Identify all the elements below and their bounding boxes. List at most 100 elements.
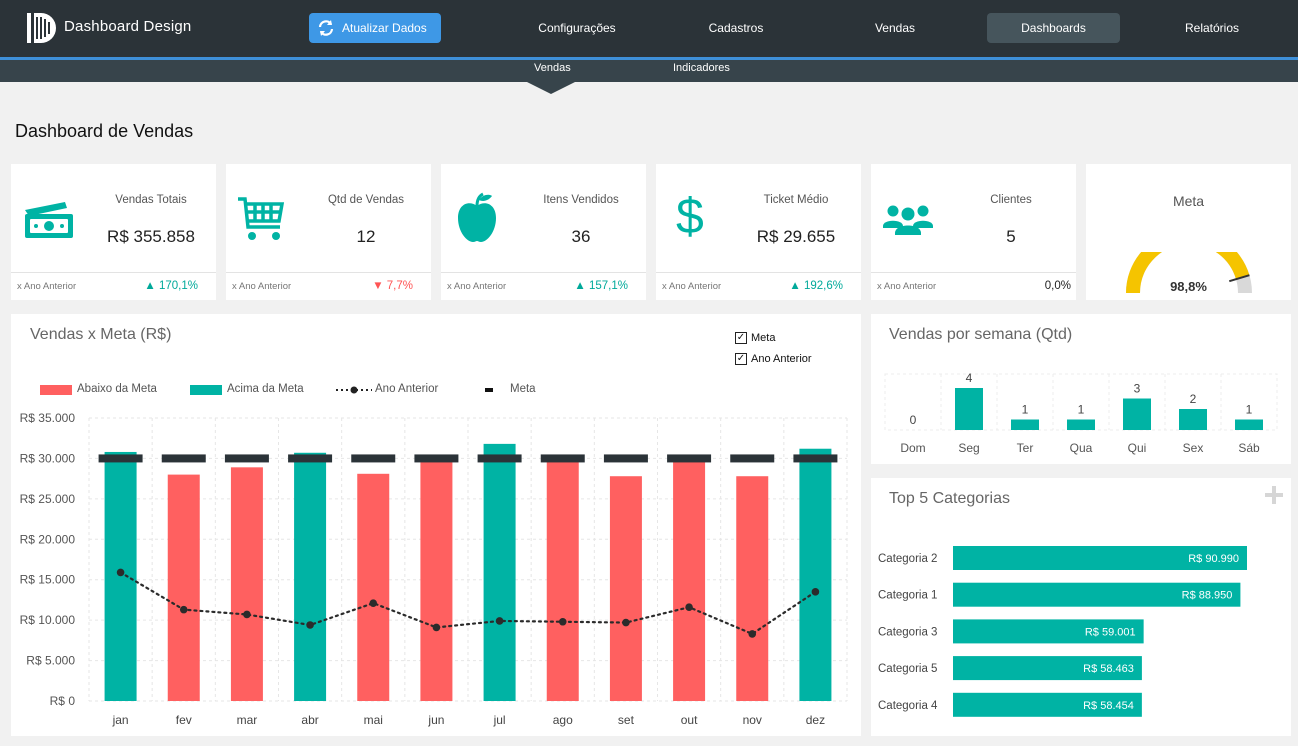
ano-anterior-point-mai	[369, 599, 378, 607]
brand-title: Dashboard Design	[64, 18, 192, 35]
logo-icon	[27, 13, 56, 43]
data-label: R$ 88.950	[1182, 590, 1233, 602]
subnav-indicadores[interactable]: Indicadores	[673, 62, 730, 74]
x-tick-label: dez	[806, 713, 825, 727]
x-tick-label: out	[681, 713, 698, 727]
x-tick-label: mai	[364, 713, 383, 727]
x-tick-label: abr	[301, 713, 318, 727]
category-label: Categoria 5	[878, 663, 937, 675]
ano-anterior-point-dez	[811, 588, 820, 596]
week-bar-Qua	[1067, 419, 1095, 430]
meta-marker-abr	[288, 454, 333, 463]
kpi-footer: x Ano Anterior ▼ 7,7%	[226, 272, 431, 300]
x-tick-label: Sex	[1183, 441, 1204, 455]
sub-navbar	[0, 60, 1298, 82]
kpi-change: ▲ 157,1%	[574, 280, 628, 292]
ano-anterior-point-set	[622, 618, 630, 627]
vendas-meta-panel: Vendas x Meta (R$) ✓ Meta ✓ Ano Anterior A…	[11, 314, 861, 736]
data-label: 1	[1078, 403, 1085, 417]
meta-marker-jun	[414, 454, 459, 463]
gauge-value: 98,8%	[1170, 279, 1207, 294]
page-title: Dashboard de Vendas	[15, 121, 194, 141]
kpi-change-value: 192,6%	[803, 280, 843, 292]
legend-abaixo-meta: Abaixo da Meta	[77, 383, 157, 395]
nav-vendas[interactable]: Vendas	[874, 21, 916, 35]
users-icon	[883, 205, 933, 235]
category-label: Categoria 4	[878, 700, 938, 712]
kpi-change: ▼ 7,7%	[372, 280, 413, 292]
panel-title: Vendas x Meta (R$)	[30, 326, 172, 343]
kpi-footer: x Ano Anterior 0,0%	[871, 272, 1076, 300]
y-tick-label: R$ 30.000	[20, 451, 76, 465]
subnav-vendas[interactable]: Vendas	[534, 62, 571, 74]
kpi-footer-label: x Ano Anterior	[447, 281, 507, 292]
y-tick-label: R$ 5.000	[26, 654, 75, 668]
kpi-label: Ticket Médio	[763, 194, 829, 206]
x-tick-label: Sáb	[1238, 441, 1260, 455]
checkbox-meta[interactable]: ✓ Meta	[735, 332, 775, 344]
top5-chart: Categoria 2 R$ 90.990 Categoria 1 R$ 88.950…	[878, 546, 1247, 717]
y-tick-label: R$ 10.000	[20, 613, 76, 627]
kpi-footer-label: x Ano Anterior	[232, 281, 292, 292]
kpi-value: R$ 355.858	[107, 227, 195, 246]
bar-fev	[167, 474, 200, 701]
y-tick-label: R$ 0	[50, 694, 76, 708]
ano-anterior-point-jul	[495, 617, 504, 625]
gauge-fill	[1126, 252, 1250, 294]
ano-anterior-point-mar	[243, 610, 251, 619]
data-label: 4	[966, 371, 973, 385]
ano-anterior-point-jun	[432, 623, 441, 632]
category-label: Categoria 1	[878, 590, 937, 602]
ano-anterior-line	[119, 571, 817, 636]
kpi-card-ticket-medio: $ Ticket Médio R$ 29.655 x Ano Anterior …	[656, 164, 861, 300]
x-tick-label: set	[618, 713, 635, 727]
checkbox-ano-anterior[interactable]: ✓ Ano Anterior	[735, 353, 812, 365]
bar-abr	[294, 452, 327, 701]
ano-anterior-point-abr	[306, 621, 314, 629]
x-tick-label: Seg	[958, 441, 979, 455]
x-tick-label: jul	[493, 713, 506, 727]
nav-cadastros[interactable]: Cadastros	[708, 21, 764, 35]
bar-jun	[420, 460, 453, 701]
gauge-title: Meta	[1172, 193, 1205, 209]
y-tick-label: R$ 15.000	[20, 573, 76, 587]
arrow-down-icon: ▼	[372, 280, 387, 292]
check-icon: ✓	[735, 353, 747, 365]
x-tick-label: nov	[743, 713, 762, 727]
nav-configuracoes[interactable]: Configurações	[538, 21, 616, 35]
kpi-label: Qtd de Vendas	[327, 194, 405, 206]
bar-jul	[483, 443, 516, 701]
legend-swatch-ano-anterior	[336, 386, 372, 394]
ano-anterior-point-jan	[116, 568, 125, 577]
x-tick-label: fev	[176, 713, 192, 727]
legend-ano-anterior: Ano Anterior	[375, 383, 439, 395]
meta-marker-out	[667, 454, 712, 463]
kpi-change: ▲ 192,6%	[789, 280, 843, 292]
data-label: 0	[910, 413, 917, 427]
panel-title: Vendas por semana (Qtd)	[889, 326, 1073, 343]
legend-swatch-abaixo	[40, 385, 72, 395]
week-bar-Qui	[1123, 398, 1151, 430]
refresh-data-button[interactable]: Atualizar Dados	[309, 13, 441, 43]
gauge-needle	[1229, 274, 1250, 283]
bar-mai	[357, 473, 390, 701]
arrow-up-icon: ▲	[574, 280, 589, 292]
header-divider	[0, 57, 1298, 60]
kpi-change-value: 7,7%	[386, 280, 413, 292]
meta-marker-dez	[793, 454, 838, 463]
x-tick-label: jan	[112, 713, 129, 727]
y-tick-label: R$ 25.000	[20, 492, 76, 506]
vendas-semana-chart: 0 Dom 4 Seg 1 Ter 1 Qua 3 Qui 2 Sex 1 Sáb	[884, 371, 1278, 455]
plus-icon[interactable]	[1265, 486, 1283, 504]
kpi-footer-label: x Ano Anterior	[662, 281, 722, 292]
refresh-data-label: Atualizar Dados	[342, 21, 427, 35]
kpi-card-qtd-vendas: Qtd de Vendas 12 x Ano Anterior ▼ 7,7%	[226, 164, 431, 300]
category-bar-3	[953, 619, 1144, 644]
nav-relatorios[interactable]: Relatórios	[1184, 21, 1240, 35]
category-bar-4	[953, 656, 1142, 681]
nav-dashboards[interactable]: Dashboards	[987, 13, 1120, 43]
meta-marker-mai	[351, 454, 396, 463]
legend-swatch-meta	[485, 388, 493, 392]
category-bar-2	[953, 582, 1241, 607]
data-label: 3	[1134, 382, 1141, 396]
